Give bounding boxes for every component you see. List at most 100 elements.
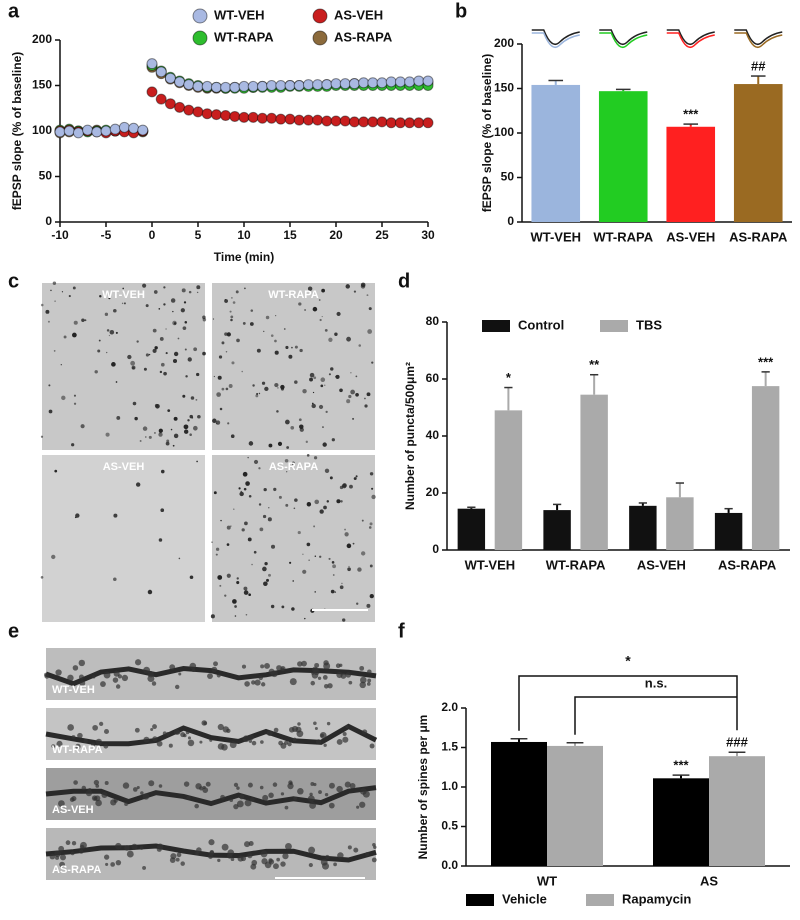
spine <box>69 797 75 802</box>
puncta <box>231 361 235 365</box>
puncta <box>311 402 314 405</box>
puncta <box>324 328 328 332</box>
trace-inset <box>666 32 715 48</box>
puncta <box>189 575 194 580</box>
puncta <box>73 402 77 405</box>
x-tick-label: 30 <box>421 228 435 242</box>
puncta <box>324 468 330 473</box>
puncta <box>262 566 267 572</box>
bar <box>531 84 581 222</box>
spine <box>143 736 150 743</box>
puncta <box>285 345 289 350</box>
puncta <box>227 422 230 425</box>
legend-label: AS-RAPA <box>334 29 393 44</box>
y-tick-label: 50 <box>39 169 53 183</box>
spine <box>260 850 268 858</box>
spine <box>268 792 274 799</box>
spine <box>113 798 118 803</box>
image-label: AS-VEH <box>52 804 94 816</box>
puncta <box>160 508 165 513</box>
puncta <box>314 591 316 593</box>
puncta <box>312 306 318 312</box>
puncta <box>336 311 341 317</box>
puncta <box>352 417 355 420</box>
puncta <box>245 481 250 486</box>
puncta <box>307 286 313 291</box>
data-point <box>330 78 342 90</box>
spine <box>70 851 75 856</box>
puncta <box>172 320 177 326</box>
data-point <box>367 116 379 128</box>
puncta <box>355 475 358 478</box>
puncta <box>255 394 259 398</box>
puncta <box>314 555 317 557</box>
spine <box>134 659 142 666</box>
spine <box>349 783 356 789</box>
puncta <box>167 409 171 412</box>
spine <box>325 854 330 860</box>
puncta <box>127 354 132 360</box>
spine <box>67 724 74 731</box>
bar <box>580 394 608 550</box>
puncta <box>305 440 308 443</box>
trace-inset <box>531 29 580 45</box>
puncta <box>172 444 175 447</box>
trace-inset <box>599 32 648 48</box>
puncta <box>158 538 163 542</box>
bar <box>666 497 694 550</box>
spine <box>241 664 247 669</box>
y-axis-label: fEPSP slope (% of baseline) <box>480 54 494 212</box>
puncta <box>213 375 215 378</box>
puncta <box>160 469 165 474</box>
puncta <box>183 429 189 434</box>
puncta <box>313 456 318 460</box>
data-point <box>358 116 370 128</box>
data-point <box>266 112 278 124</box>
puncta <box>98 339 101 342</box>
puncta <box>302 553 304 555</box>
spine <box>301 660 307 667</box>
puncta <box>322 426 324 429</box>
puncta <box>106 329 110 332</box>
spine <box>75 743 81 750</box>
puncta <box>292 580 295 582</box>
puncta <box>158 307 161 310</box>
data-point <box>128 122 140 134</box>
puncta <box>294 498 298 502</box>
spine <box>203 721 208 726</box>
puncta <box>40 303 44 307</box>
spine <box>150 728 154 732</box>
spine <box>51 744 56 748</box>
puncta <box>230 318 233 322</box>
puncta <box>225 387 229 391</box>
puncta <box>366 392 371 397</box>
comparison-bracket <box>518 675 738 731</box>
spine <box>280 666 286 672</box>
puncta <box>366 294 369 297</box>
puncta <box>215 547 220 551</box>
puncta <box>196 291 199 294</box>
spine <box>236 800 244 808</box>
data-point <box>275 80 287 91</box>
data-point <box>238 111 250 123</box>
puncta <box>299 424 304 429</box>
puncta <box>116 416 121 420</box>
trace-inset <box>599 29 648 45</box>
spine <box>191 668 196 673</box>
puncta <box>329 476 333 480</box>
puncta <box>197 414 201 419</box>
puncta <box>331 561 335 564</box>
y-tick-label: 200 <box>32 32 52 46</box>
puncta <box>230 315 234 319</box>
x-tick-label: -10 <box>51 228 69 242</box>
spine <box>244 841 251 848</box>
spine <box>59 861 65 868</box>
puncta <box>230 434 235 439</box>
data-point <box>339 115 351 127</box>
data-point <box>238 80 250 92</box>
data-point <box>247 80 259 92</box>
puncta <box>352 542 355 545</box>
puncta <box>182 326 187 331</box>
puncta <box>244 521 248 526</box>
data-point <box>183 79 195 91</box>
